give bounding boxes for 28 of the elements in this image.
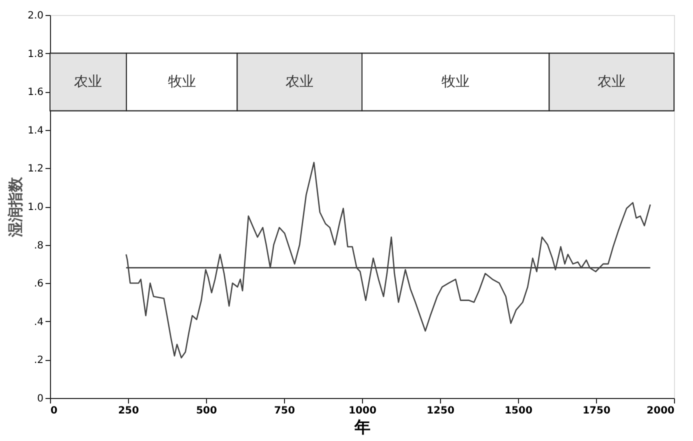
y-tick-label: .6 bbox=[34, 278, 44, 290]
y-tick-label: 1.0 bbox=[28, 202, 44, 213]
y-tick-label: 1.2 bbox=[28, 164, 44, 175]
band-label: 牧业 bbox=[442, 74, 470, 90]
x-tick-label: 250 bbox=[118, 406, 139, 416]
y-tick-label: 0 bbox=[37, 394, 44, 404]
y-axis-title: 湿润指数 bbox=[6, 176, 25, 238]
band-label: 农业 bbox=[74, 74, 102, 90]
x-tick-label: 1250 bbox=[426, 406, 454, 416]
x-tick-label: 2000 bbox=[646, 406, 675, 416]
x-tick-label: 1500 bbox=[504, 406, 532, 416]
x-tick-label: 500 bbox=[196, 406, 217, 416]
band-label: 农业 bbox=[598, 74, 626, 90]
y-tick-label: 1.8 bbox=[28, 48, 44, 60]
y-tick-label: .4 bbox=[34, 316, 44, 328]
y-tick-label: 1.4 bbox=[28, 125, 44, 136]
x-axis-title: 年 bbox=[354, 418, 370, 436]
y-tick-label: .8 bbox=[34, 240, 44, 252]
y-tick-label: 2.0 bbox=[28, 10, 44, 22]
x-tick-label: 750 bbox=[274, 406, 295, 416]
y-tick-label: 1.6 bbox=[28, 87, 44, 98]
x-tick-label: 1750 bbox=[582, 406, 610, 416]
band-label: 农业 bbox=[286, 74, 314, 90]
y-tick-label: .2 bbox=[34, 355, 44, 366]
line-series bbox=[125, 162, 651, 358]
x-tick-label: 1000 bbox=[348, 406, 376, 416]
band-label: 牧业 bbox=[168, 74, 196, 90]
x-tick-label: 0 bbox=[50, 406, 58, 416]
